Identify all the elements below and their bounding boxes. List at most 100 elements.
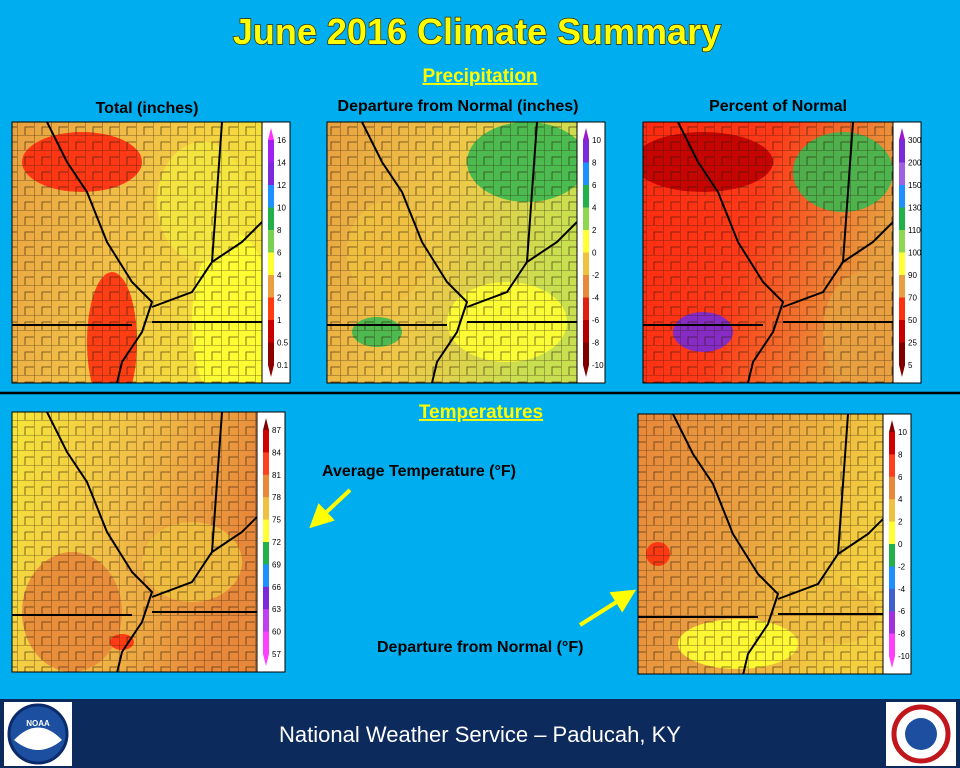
legend-swatch <box>889 588 895 612</box>
legend-label: 12 <box>277 181 286 190</box>
map-title: Total (inches) <box>96 100 199 117</box>
legend-label: -8 <box>592 339 600 348</box>
legend-arrow <box>899 128 905 140</box>
legend-swatch <box>263 497 269 521</box>
legend-box <box>892 121 922 384</box>
legend-swatch <box>899 140 905 163</box>
map-title: Departure from Normal (°F) <box>377 639 583 656</box>
legend-swatch <box>889 611 895 635</box>
legend-swatch <box>583 342 589 366</box>
legend-label: 10 <box>277 204 286 213</box>
legend-swatch <box>583 252 589 276</box>
legend-label: 90 <box>908 271 917 280</box>
legend-box <box>882 413 912 675</box>
county-lines <box>12 412 257 672</box>
legend-swatch <box>899 185 905 208</box>
map-image <box>327 122 577 383</box>
map-panel: 16 14 12 10 8 6 4 2 1 0.5 0.1 <box>11 121 291 384</box>
legend-label: 2 <box>592 226 597 235</box>
legend-label: 8 <box>898 450 903 459</box>
legend-swatch <box>889 476 895 500</box>
state-border <box>12 412 257 616</box>
legend-label: 84 <box>272 448 281 457</box>
state-border <box>46 122 154 383</box>
legend-arrow <box>268 365 274 377</box>
legend-swatch <box>268 342 274 366</box>
legend-label: 6 <box>898 473 903 482</box>
maps: 16 14 12 10 8 6 4 2 1 0.5 0.1 10 8 6 4 2 0 -2 -4 -6 -8 -10 300… <box>11 121 922 675</box>
state-border <box>677 122 785 383</box>
legend-label: 0 <box>592 249 597 258</box>
legend-swatch <box>889 521 895 545</box>
legend-label: 2 <box>277 294 282 303</box>
legend-swatch <box>268 140 274 163</box>
legend-label: -8 <box>898 630 906 639</box>
legend-label: 25 <box>908 339 917 348</box>
legend-swatch <box>263 609 269 633</box>
legend-box <box>261 121 291 384</box>
map-title: Average Temperature (°F) <box>322 463 516 480</box>
map-image <box>12 412 257 672</box>
legend-label: 60 <box>272 628 281 637</box>
legend-swatch <box>889 544 895 567</box>
legend-label: 2 <box>898 518 903 527</box>
legend-swatch <box>583 207 589 231</box>
legend-label: 72 <box>272 538 281 547</box>
legend-label: 50 <box>908 316 917 325</box>
legend-swatch <box>263 631 269 655</box>
legend-label: -6 <box>592 316 600 325</box>
legend-swatch <box>899 320 905 343</box>
legend-label: 16 <box>277 136 286 145</box>
legend-label: -10 <box>592 361 604 370</box>
legend-swatch <box>268 162 274 186</box>
section-heading: Temperatures <box>419 402 543 423</box>
legend-swatch <box>263 452 269 476</box>
legend-arrow <box>583 365 589 377</box>
state-border <box>672 414 780 674</box>
legend-arrow <box>899 365 905 377</box>
legend-label: 78 <box>272 493 281 502</box>
legend-swatch <box>268 320 274 343</box>
legend-swatch <box>268 207 274 231</box>
map-panel: 10 8 6 4 2 0 -2 -4 -6 -8 -10 <box>637 413 912 675</box>
legend-label: -2 <box>898 562 906 571</box>
logo-text: NOAA <box>26 719 50 728</box>
legend-swatch <box>899 162 905 186</box>
legend-box <box>576 121 606 384</box>
legend-label: -2 <box>592 271 600 280</box>
legend-swatch <box>583 275 589 298</box>
legend-swatch <box>899 342 905 366</box>
legend-arrow <box>583 128 589 140</box>
legend-label: -4 <box>898 585 906 594</box>
legend-label: 200 <box>908 159 922 168</box>
state-border <box>361 122 469 383</box>
slide-title: June 2016 Climate Summary <box>233 11 721 52</box>
legend-label: 130 <box>908 204 922 213</box>
legend-swatch <box>268 230 274 253</box>
legend-arrow <box>889 420 895 432</box>
map-panel: 87 84 81 78 75 72 69 66 63 60 57 <box>11 411 286 673</box>
legend-label: 69 <box>272 560 281 569</box>
legend-label: 4 <box>277 271 282 280</box>
legend-swatch <box>899 230 905 253</box>
legend-label: -4 <box>592 294 600 303</box>
legend-label: 63 <box>272 605 281 614</box>
legend-swatch <box>268 185 274 208</box>
legend-swatch <box>263 474 269 498</box>
legend-box <box>256 411 286 673</box>
map-panel: 10 8 6 4 2 0 -2 -4 -6 -8 -10 <box>326 121 606 384</box>
map-image <box>638 414 883 674</box>
legend-swatch <box>268 275 274 298</box>
legend-swatch <box>899 252 905 276</box>
legend-arrow <box>268 128 274 140</box>
map-panel: 300 200 150 130 110 100 90 70 50 25 5 <box>642 121 922 384</box>
state-border <box>327 122 577 326</box>
legend-label: 300 <box>908 136 922 145</box>
legend-label: 4 <box>592 204 597 213</box>
legend-label: 8 <box>277 226 282 235</box>
legend-swatch <box>899 207 905 231</box>
state-border <box>46 412 154 672</box>
legend-swatch <box>268 252 274 276</box>
legend-swatch <box>889 432 895 455</box>
state-border <box>12 122 262 326</box>
